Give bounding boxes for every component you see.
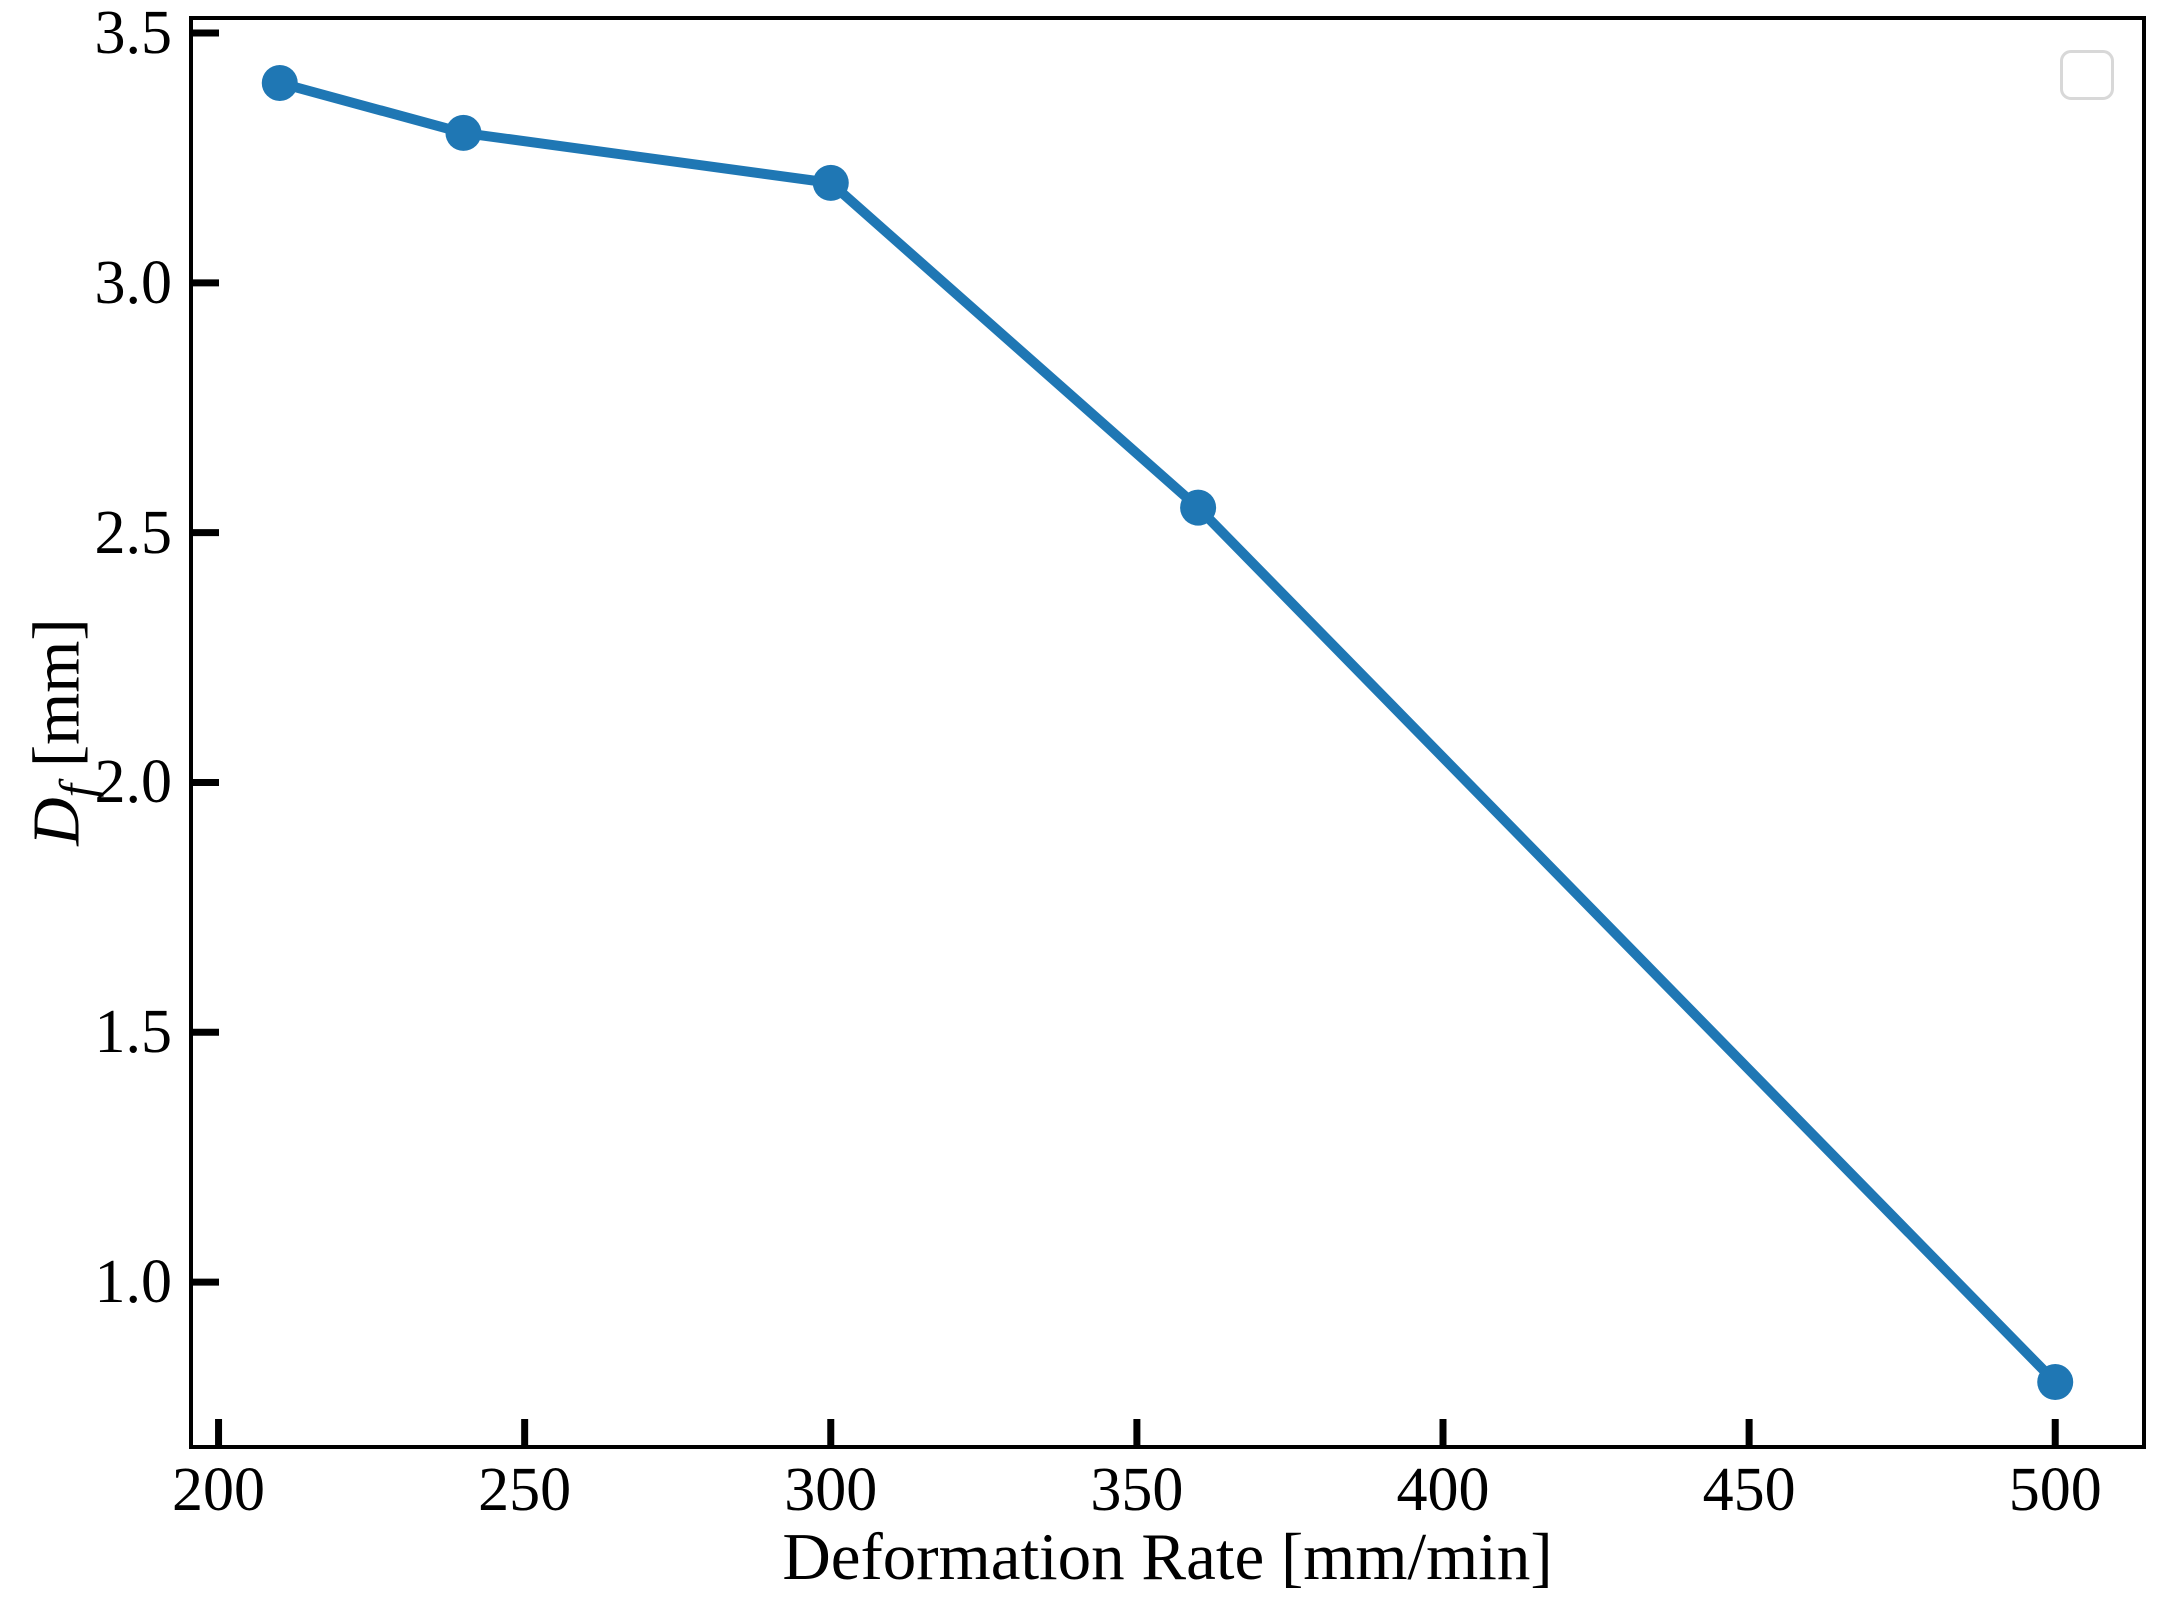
y-axis-label-variable: D xyxy=(19,797,94,846)
data-point xyxy=(261,64,298,101)
data-point xyxy=(812,164,849,201)
x-tick-label: 400 xyxy=(1396,1456,1490,1524)
x-tick-label: 450 xyxy=(1702,1456,1796,1524)
y-axis-label: Df [mm] xyxy=(20,618,104,845)
x-tick-label: 350 xyxy=(1090,1456,1184,1524)
x-tick-label: 200 xyxy=(172,1456,266,1524)
data-line xyxy=(274,77,2061,1388)
y-tick-label: 3.0 xyxy=(94,248,173,317)
data-point xyxy=(2037,1364,2074,1401)
legend-box xyxy=(2060,50,2114,100)
y-tick-label: 1.5 xyxy=(94,998,173,1067)
data-point xyxy=(1180,489,1217,526)
y-tick-label: 3.5 xyxy=(94,0,173,67)
x-tick-label: 500 xyxy=(2008,1456,2102,1524)
y-tick-label: 1.0 xyxy=(94,1248,173,1317)
x-axis-label: Deformation Rate [mm/min] xyxy=(782,1520,1553,1594)
y-axis-label-unit: [mm] xyxy=(19,618,94,784)
y-tick-label: 2.0 xyxy=(94,748,173,817)
y-tick-label: 2.5 xyxy=(94,498,173,567)
x-tick-label: 300 xyxy=(784,1456,878,1524)
data-point xyxy=(445,114,482,151)
axes-spines xyxy=(189,16,2146,1449)
x-tick-label: 250 xyxy=(478,1456,572,1524)
y-axis-label-subscript: f xyxy=(50,783,104,798)
